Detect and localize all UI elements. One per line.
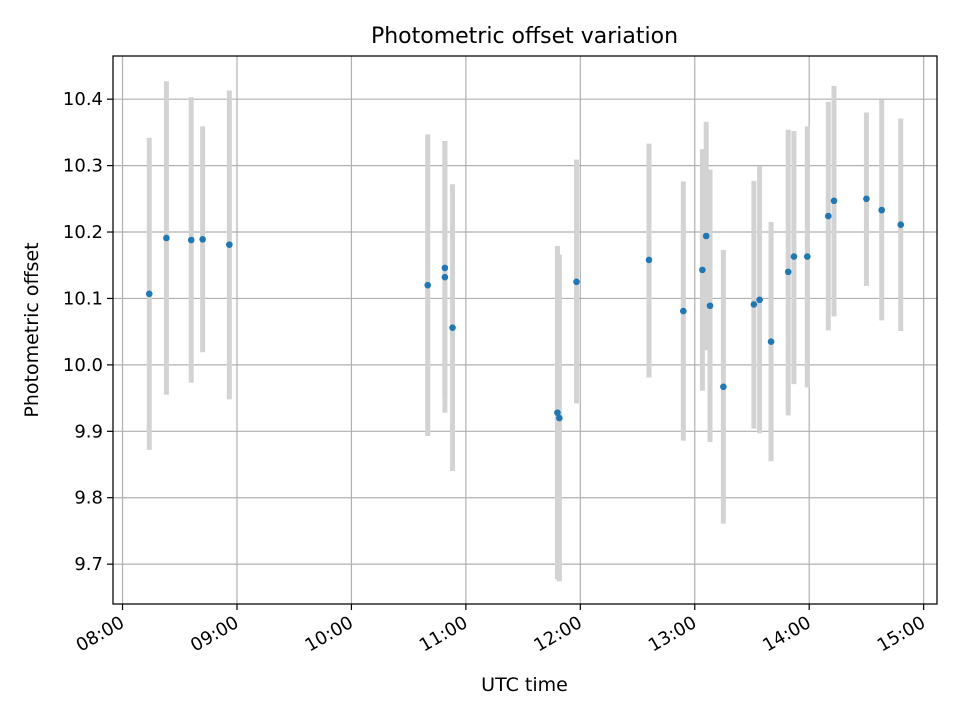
data-point	[706, 302, 714, 310]
data-point	[830, 197, 838, 205]
chart-title: Photometric offset variation	[371, 24, 678, 49]
data-point	[699, 266, 706, 274]
data-point	[750, 301, 758, 308]
data-point	[556, 414, 563, 422]
y-tick-label: 10.2	[63, 222, 103, 243]
y-tick-label: 9.8	[74, 488, 103, 509]
data-point	[554, 409, 561, 416]
data-point	[790, 253, 798, 260]
data-point	[878, 206, 885, 214]
y-tick-label: 10.0	[63, 355, 103, 376]
data-points	[145, 195, 905, 422]
data-point	[863, 195, 870, 203]
data-point	[199, 236, 206, 243]
data-point	[145, 290, 153, 298]
x-axis-label: UTC time	[481, 674, 568, 696]
y-tick-label: 9.9	[74, 421, 103, 442]
data-point	[449, 324, 456, 331]
data-point	[441, 264, 449, 272]
data-point	[756, 296, 763, 304]
data-point	[824, 212, 832, 220]
data-point	[187, 236, 195, 244]
y-tick-label: 10.3	[63, 156, 103, 177]
data-point	[441, 273, 449, 281]
data-point	[803, 253, 811, 260]
data-point	[702, 232, 710, 240]
grid-lines	[113, 56, 937, 604]
data-point	[424, 281, 432, 289]
data-point	[784, 268, 792, 276]
y-tick-label: 9.7	[74, 554, 103, 575]
data-point	[767, 338, 775, 345]
data-point	[573, 278, 580, 286]
data-point	[720, 383, 727, 391]
data-point	[645, 256, 653, 264]
y-tick-label: 10.1	[63, 288, 103, 309]
y-axis-label: Photometric offset	[21, 242, 43, 417]
data-point	[897, 221, 905, 229]
data-point	[226, 241, 233, 248]
y-tick-label: 10.4	[63, 89, 103, 110]
plot-frame	[112, 55, 938, 605]
data-point	[680, 307, 687, 315]
data-point	[163, 234, 170, 242]
